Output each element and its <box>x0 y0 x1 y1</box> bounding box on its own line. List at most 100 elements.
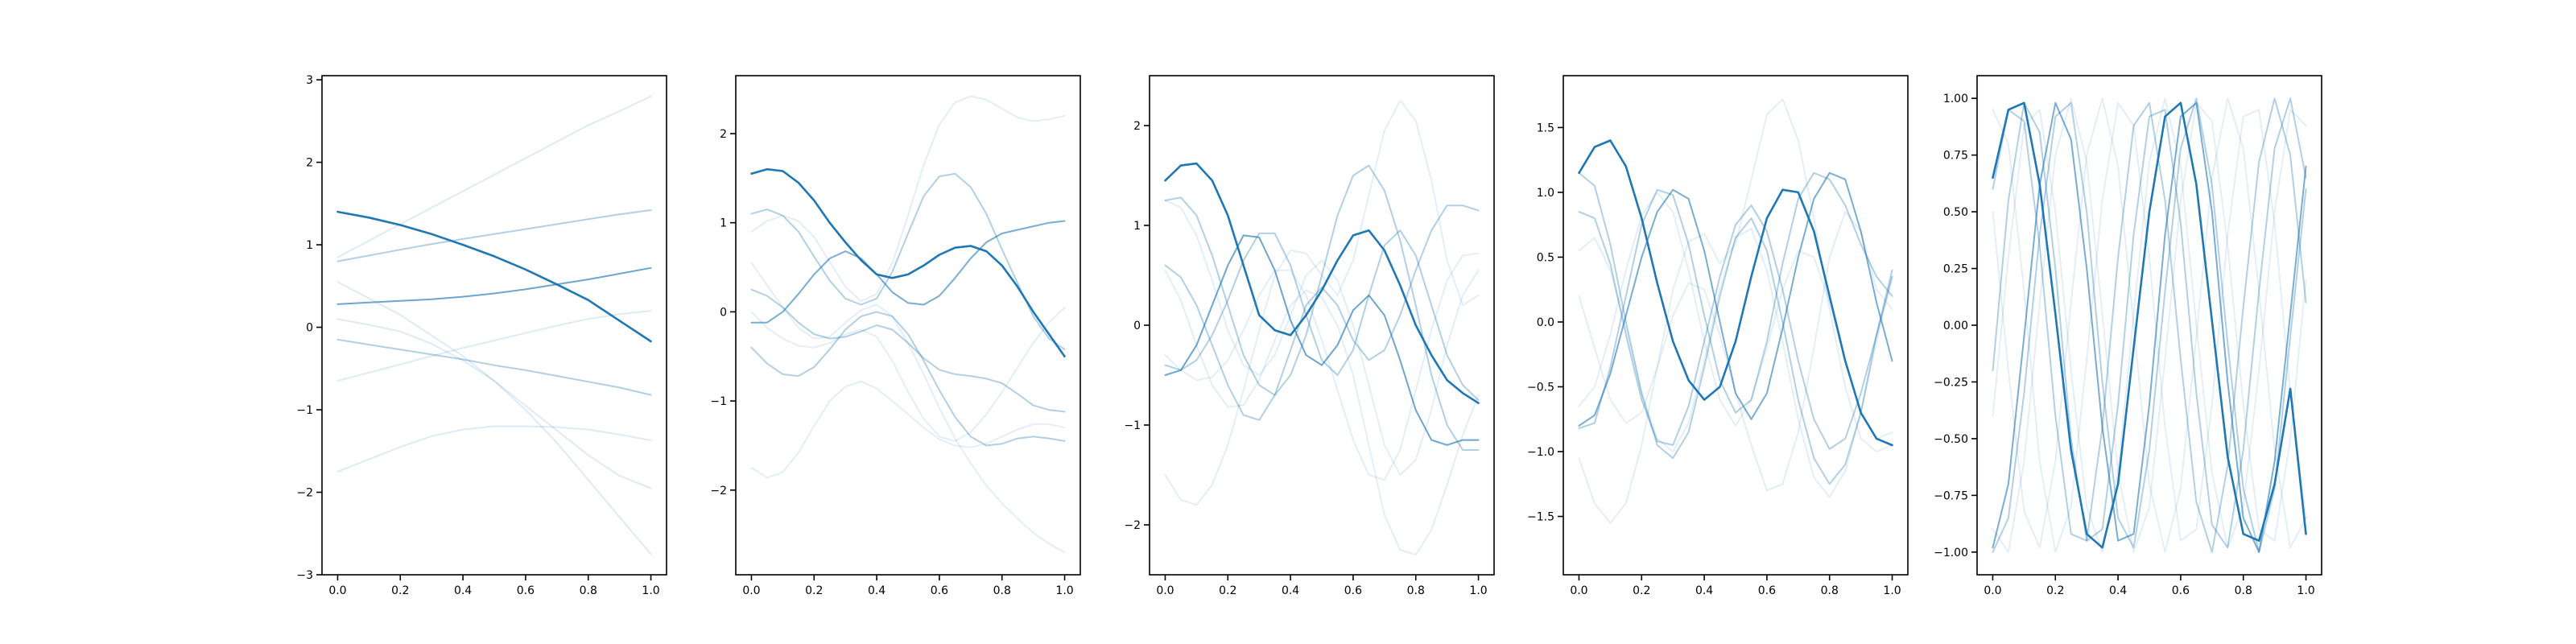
series-line-3 <box>1578 228 1893 498</box>
y-tick-label: 1 <box>306 239 313 252</box>
series-line-2 <box>750 380 1066 479</box>
x-tick-label: 0.6 <box>1758 584 1776 597</box>
series-line-6 <box>336 209 652 262</box>
x-tick-label: 0.4 <box>454 584 472 597</box>
y-tick-label: 2 <box>306 157 313 170</box>
y-tick-label: 0 <box>720 306 727 319</box>
y-tick-label: −1 <box>710 395 727 408</box>
y-tick-label: −2 <box>296 487 313 500</box>
x-tick-label: 0.6 <box>931 584 948 597</box>
series-line-1 <box>1992 97 2307 553</box>
series-line-4 <box>336 318 652 489</box>
x-tick-label: 0.2 <box>391 584 409 597</box>
series-line-2 <box>1164 200 1480 476</box>
series-group <box>750 95 1066 554</box>
series-line-8 <box>1578 171 1893 427</box>
x-tick-label: 0.2 <box>2046 584 2064 597</box>
axes-frame <box>321 75 667 576</box>
y-tick-label: 3 <box>306 74 313 87</box>
y-tick-label: 0 <box>306 322 313 335</box>
series-group <box>1578 98 1893 524</box>
series-line-8 <box>750 220 1066 324</box>
y-tick-label: 0.50 <box>1943 206 1968 219</box>
series-line-4 <box>1992 101 2307 553</box>
x-tick-label: 0.0 <box>742 584 760 597</box>
axes-4: 0.0 0.2 0.4 0.6 0.8 1.0 −1.5 −1.0 −0.5 0.0 0.5 1.0 1… <box>1527 75 1909 597</box>
series-line-5 <box>336 310 652 382</box>
series-line-2 <box>336 281 652 555</box>
y-tick-label: 0 <box>1133 320 1141 332</box>
axes-frame <box>1563 75 1909 576</box>
y-tick-label: 0.0 <box>1537 316 1554 329</box>
series-line-7 <box>1578 171 1893 429</box>
series-line-6 <box>1992 97 2307 553</box>
axes-3: 0.0 0.2 0.4 0.6 0.8 1.0 −2 −1 0 1 2 <box>1124 75 1495 597</box>
series-group <box>1164 100 1480 556</box>
y-tick-label: 1 <box>720 217 727 230</box>
series-line-7 <box>1164 164 1480 451</box>
axes-1: 0.0 0.2 0.4 0.6 0.8 1.0 −3 −2 −1 0 1 2 3 <box>296 74 667 597</box>
x-tick-label: 1.0 <box>1055 584 1073 597</box>
x-tick-label: 0.6 <box>517 584 535 597</box>
series-line-7 <box>1992 97 2307 553</box>
y-tick-label: 1.0 <box>1537 187 1554 200</box>
y-tick-label: −1 <box>1124 419 1141 432</box>
axes-frame <box>735 75 1081 576</box>
series-line-9 <box>750 167 1066 358</box>
y-tick-label: −0.5 <box>1527 381 1554 394</box>
y-tick-label: 0.00 <box>1943 320 1968 332</box>
series-group <box>336 95 652 555</box>
series-line-6 <box>1578 171 1893 485</box>
y-tick-label: 1.00 <box>1943 93 1968 105</box>
x-tick-label: 0.8 <box>993 584 1011 597</box>
axes-2: 0.0 0.2 0.4 0.6 0.8 1.0 −2 −1 0 1 2 <box>710 75 1081 597</box>
x-tick-label: 0.6 <box>2172 584 2190 597</box>
y-tick-label: 2 <box>1133 120 1141 133</box>
x-tick-label: 0.2 <box>1633 584 1650 597</box>
x-tick-label: 0.0 <box>1984 584 2001 597</box>
y-tick-label: −3 <box>296 569 313 582</box>
y-tick-label: −0.75 <box>1934 489 1968 502</box>
y-tick-label: −0.25 <box>1934 376 1968 389</box>
series-line-9 <box>1578 139 1893 447</box>
series-line-5 <box>750 172 1066 350</box>
series-line-5 <box>1164 229 1480 401</box>
y-tick-label: −1.5 <box>1527 511 1554 524</box>
y-tick-label: −2 <box>710 485 727 497</box>
series-line-5 <box>1992 97 2307 549</box>
x-tick-label: 0.2 <box>805 584 823 597</box>
series-line-3 <box>1164 252 1480 481</box>
x-tick-label: 0.4 <box>1695 584 1713 597</box>
x-tick-label: 0.6 <box>1344 584 1362 597</box>
x-tick-label: 0.2 <box>1219 584 1236 597</box>
series-line-3 <box>336 425 652 473</box>
series-line-8 <box>1164 234 1480 446</box>
series-line-7 <box>750 288 1066 413</box>
y-tick-label: 2 <box>720 128 727 141</box>
y-tick-label: −1.0 <box>1527 446 1554 459</box>
y-tick-label: −1 <box>296 404 313 417</box>
series-line-4 <box>1164 269 1480 556</box>
x-tick-label: 1.0 <box>2297 584 2314 597</box>
series-line-8 <box>336 266 652 305</box>
x-tick-label: 0.4 <box>868 584 886 597</box>
x-tick-label: 0.0 <box>328 584 346 597</box>
x-tick-label: 1.0 <box>1883 584 1901 597</box>
series-line-4 <box>750 306 1066 442</box>
axes-5: 0.0 0.2 0.4 0.6 0.8 1.0 −1.00 −0.75 −0.50 −0.25 0.… <box>1934 75 2322 597</box>
series-line-3 <box>1992 97 2307 553</box>
series-line-6 <box>750 311 1066 447</box>
x-tick-label: 0.8 <box>1407 584 1425 597</box>
series-line-1 <box>750 95 1066 303</box>
x-tick-label: 0.0 <box>1156 584 1174 597</box>
series-line-1 <box>336 95 652 258</box>
series-line-9 <box>336 210 652 343</box>
series-line-5 <box>1578 204 1893 450</box>
y-tick-label: −2 <box>1124 519 1141 532</box>
y-tick-label: −1.00 <box>1934 547 1968 559</box>
x-tick-label: 0.4 <box>2109 584 2127 597</box>
x-tick-label: 0.8 <box>580 584 597 597</box>
series-line-3 <box>750 262 1066 554</box>
series-line-7 <box>336 338 652 396</box>
